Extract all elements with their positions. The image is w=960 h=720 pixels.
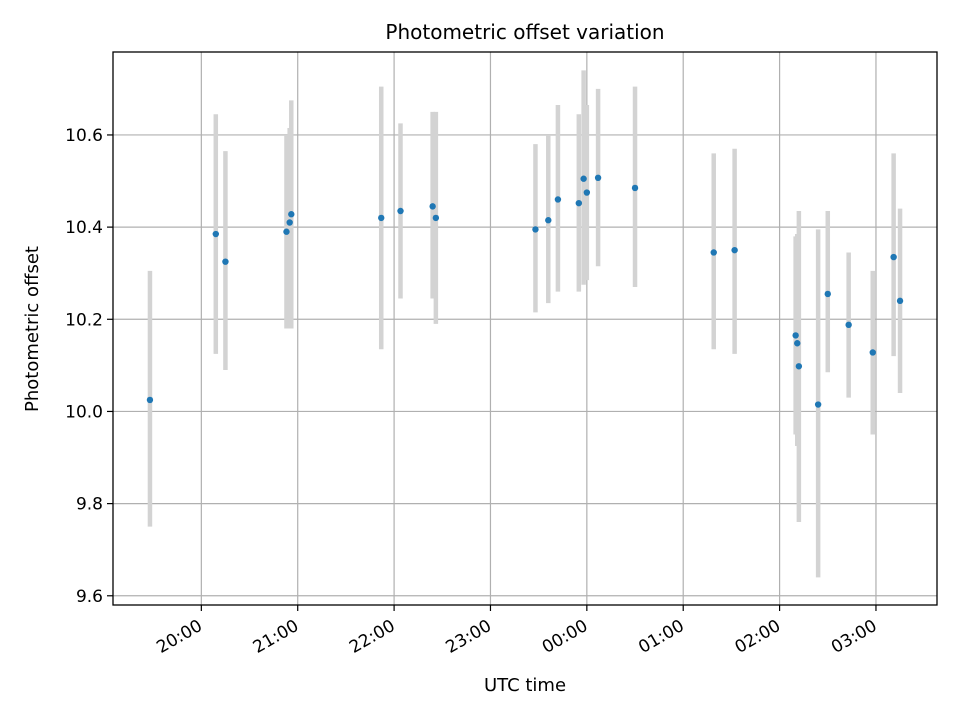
y-tick-label: 10.0	[65, 402, 103, 422]
x-tick-label: 01:00	[635, 616, 687, 658]
data-point	[896, 297, 904, 305]
data-point	[710, 249, 717, 256]
data-point	[794, 340, 801, 347]
x-axis-ticks: 20:00 21:00 22:00 23:00 00:00 01:00 02:00 03:00	[153, 605, 880, 658]
data-point	[824, 290, 831, 298]
y-tick-label: 10.6	[65, 126, 103, 146]
grid-layer	[113, 52, 937, 605]
x-tick-label: 20:00	[153, 616, 205, 658]
y-axis-title: Photometric offset	[22, 246, 43, 412]
data-point	[532, 226, 539, 233]
data-point	[286, 219, 293, 226]
x-axis-title: UTC time	[484, 675, 566, 696]
errorbar-layer	[147, 70, 903, 578]
x-tick-label: 23:00	[443, 616, 495, 658]
data-point	[283, 228, 290, 235]
data-point	[146, 396, 154, 404]
data-point	[222, 258, 229, 265]
y-axis-ticks: 9.6 9.8 10.0 10.2 10.4 10.6	[65, 126, 113, 607]
data-point	[575, 199, 583, 207]
data-point	[432, 214, 440, 222]
data-point	[397, 207, 404, 215]
x-tick-label: 02:00	[732, 616, 784, 658]
data-point	[554, 196, 562, 203]
data-point	[795, 363, 803, 370]
data-point	[869, 349, 876, 356]
y-tick-label: 10.2	[65, 310, 103, 330]
point-layer	[146, 174, 904, 408]
plot-frame	[112, 51, 938, 606]
data-point	[545, 217, 552, 224]
y-tick-label: 10.4	[65, 218, 103, 238]
x-tick-label: 22:00	[346, 616, 398, 658]
x-tick-label: 00:00	[539, 616, 591, 658]
data-point	[594, 174, 602, 182]
data-point	[583, 189, 591, 196]
chart-title: Photometric offset variation	[385, 20, 664, 44]
data-point	[429, 203, 436, 210]
data-point	[731, 246, 738, 254]
x-tick-label: 03:00	[828, 616, 880, 658]
x-tick-label: 21:00	[250, 616, 302, 658]
data-point	[814, 401, 822, 408]
data-point	[378, 214, 385, 222]
data-point	[845, 321, 852, 329]
y-tick-label: 9.6	[76, 587, 103, 607]
data-point	[212, 230, 219, 238]
y-tick-label: 9.8	[76, 495, 103, 515]
data-point	[288, 211, 295, 218]
data-point	[792, 332, 799, 339]
data-point	[890, 253, 897, 261]
data-point	[631, 184, 639, 192]
data-point	[580, 175, 587, 182]
